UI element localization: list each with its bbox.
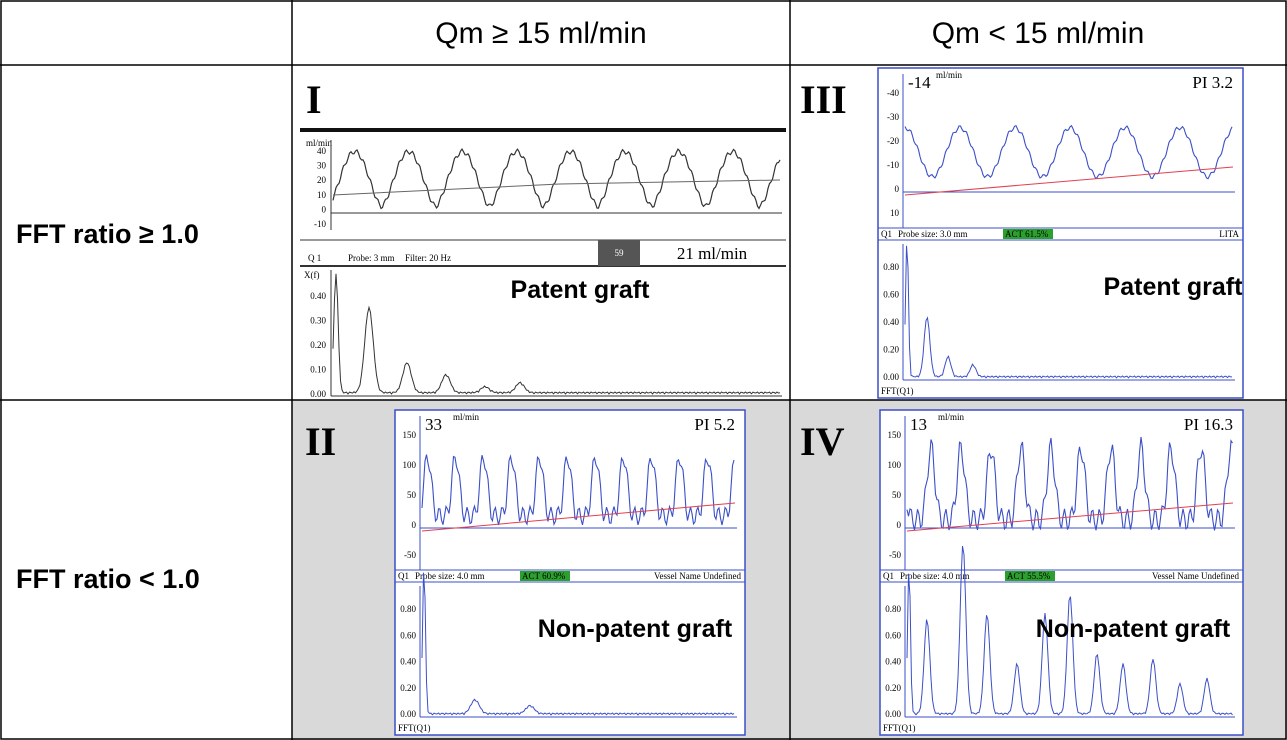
panel-text: 100 xyxy=(403,460,417,470)
panel-text: Filter: 20 Hz xyxy=(405,253,451,263)
panel xyxy=(300,72,786,398)
panel-text: FFT(Q1) xyxy=(881,386,914,396)
panel-text: 0 xyxy=(895,184,900,194)
panel-text: PI 16.3 xyxy=(1184,415,1233,434)
panel-text: -50 xyxy=(404,550,416,560)
panel-text: 10 xyxy=(890,208,900,218)
panel-text: 150 xyxy=(888,430,902,440)
panel-text: ACT 55.5% xyxy=(1007,571,1051,581)
panel-text: -10 xyxy=(887,160,899,170)
panel-text: ml/min xyxy=(453,412,480,422)
panel-text: 0 xyxy=(897,520,902,530)
panel-text: 0.40 xyxy=(885,657,901,667)
panel-text: 0.20 xyxy=(883,345,899,355)
panel-text: IV xyxy=(800,419,845,464)
panel-text: 0.10 xyxy=(310,365,326,375)
panel-text: 33 xyxy=(425,415,442,434)
panel-text: Q1 xyxy=(398,571,409,581)
panel-text: ml/min xyxy=(936,70,963,80)
panel-text: Q1 xyxy=(883,571,894,581)
panel-text: 40 xyxy=(317,146,327,156)
column-header: Qm ≥ 15 ml/min xyxy=(435,17,647,50)
panel-text: Q 1 xyxy=(308,253,321,263)
panel-text: PI 5.2 xyxy=(694,415,735,434)
panel-text: 50 xyxy=(892,490,902,500)
panel-text: 30 xyxy=(317,161,327,171)
panel-text: -30 xyxy=(887,112,899,122)
panel-text: 0.00 xyxy=(885,709,901,719)
row-label: FFT ratio ≥ 1.0 xyxy=(16,219,199,249)
figure: Qm ≥ 15 ml/min Qm < 15 ml/min FFT ratio … xyxy=(0,0,1287,740)
panel-text: III xyxy=(800,77,847,122)
panel-text: 0.40 xyxy=(310,291,326,301)
panel-text: Non-patent graft xyxy=(1036,615,1231,643)
column-header: Qm < 15 ml/min xyxy=(932,17,1145,50)
panel-text: ACT 60.9% xyxy=(522,571,566,581)
panel-text: Probe size: 3.0 mm xyxy=(898,229,968,239)
panel-text: Non-patent graft xyxy=(538,615,733,643)
panel-text: 0.00 xyxy=(400,709,416,719)
panel-text: 0.80 xyxy=(885,604,901,614)
panel-text: Probe: 3 mm xyxy=(348,253,395,263)
panel-text: 150 xyxy=(403,430,417,440)
panel-text: 0.20 xyxy=(885,683,901,693)
panel-text: 0.40 xyxy=(400,657,416,667)
panel-text: 0 xyxy=(322,204,327,214)
panel-text: 0.60 xyxy=(883,290,899,300)
panel-text: 0.30 xyxy=(310,316,326,326)
panel-text: FFT(Q1) xyxy=(398,723,431,733)
panel-text: Vessel Name Undefined xyxy=(654,571,741,581)
panel-text: 0.80 xyxy=(883,262,899,272)
panel-text: 0.00 xyxy=(310,389,326,399)
panel-text: I xyxy=(306,77,322,122)
panel-text: 0.20 xyxy=(400,683,416,693)
panel-text: 21 ml/min xyxy=(677,244,748,263)
panel-text: 13 xyxy=(910,415,927,434)
panel-text: -20 xyxy=(887,136,899,146)
panel-text: 0.20 xyxy=(310,340,326,350)
panel-text: 59 xyxy=(615,248,625,258)
panel-text: Probe size: 4.0 mm xyxy=(415,571,485,581)
panel-text: 20 xyxy=(317,175,327,185)
panel-text: Probe size: 4.0 mm xyxy=(900,571,970,581)
panel-text: 0.80 xyxy=(400,604,416,614)
panel-text: PI 3.2 xyxy=(1192,73,1233,92)
panel-text: -40 xyxy=(887,88,899,98)
panel-text: II xyxy=(305,419,336,464)
panel-text: 0.40 xyxy=(883,317,899,327)
panel-text: X(f) xyxy=(304,270,320,280)
panel-text: ml/min xyxy=(938,412,965,422)
panel-text: 0.00 xyxy=(883,372,899,382)
panel-text: -14 xyxy=(908,73,931,92)
panel-text: -50 xyxy=(889,550,901,560)
panel-text: Patent graft xyxy=(1104,273,1244,301)
panel-text: 0.60 xyxy=(885,630,901,640)
panel-text: -10 xyxy=(314,219,326,229)
panel-text: Vessel Name Undefined xyxy=(1152,571,1239,581)
panel-text: 0.60 xyxy=(400,630,416,640)
row-label: FFT ratio < 1.0 xyxy=(16,564,200,594)
panel-text: 0 xyxy=(412,520,417,530)
panel-text: Q1 xyxy=(881,229,892,239)
panel-text: Patent graft xyxy=(511,276,651,304)
panel-text: FFT(Q1) xyxy=(883,723,916,733)
panel-text: LITA xyxy=(1219,229,1239,239)
panel-text: ACT 61.5% xyxy=(1005,229,1049,239)
panel-text: 10 xyxy=(317,190,327,200)
panel-text: 50 xyxy=(407,490,417,500)
panel-text: 100 xyxy=(888,460,902,470)
